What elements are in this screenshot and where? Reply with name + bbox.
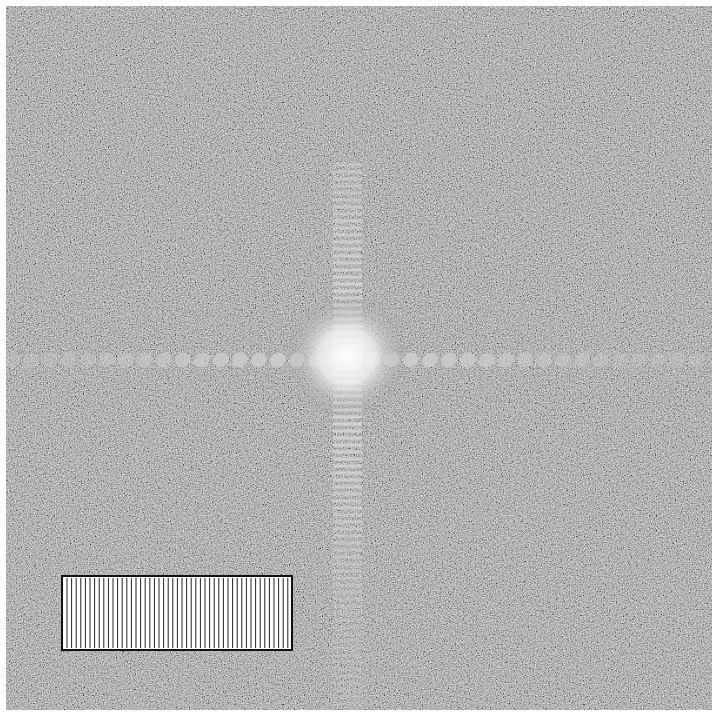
page: {} (() => { JSON.parse(document.getEleme… [0, 0, 718, 716]
image [0, 0, 718, 716]
grating-inset [62, 576, 292, 650]
center-glow [285, 294, 409, 418]
